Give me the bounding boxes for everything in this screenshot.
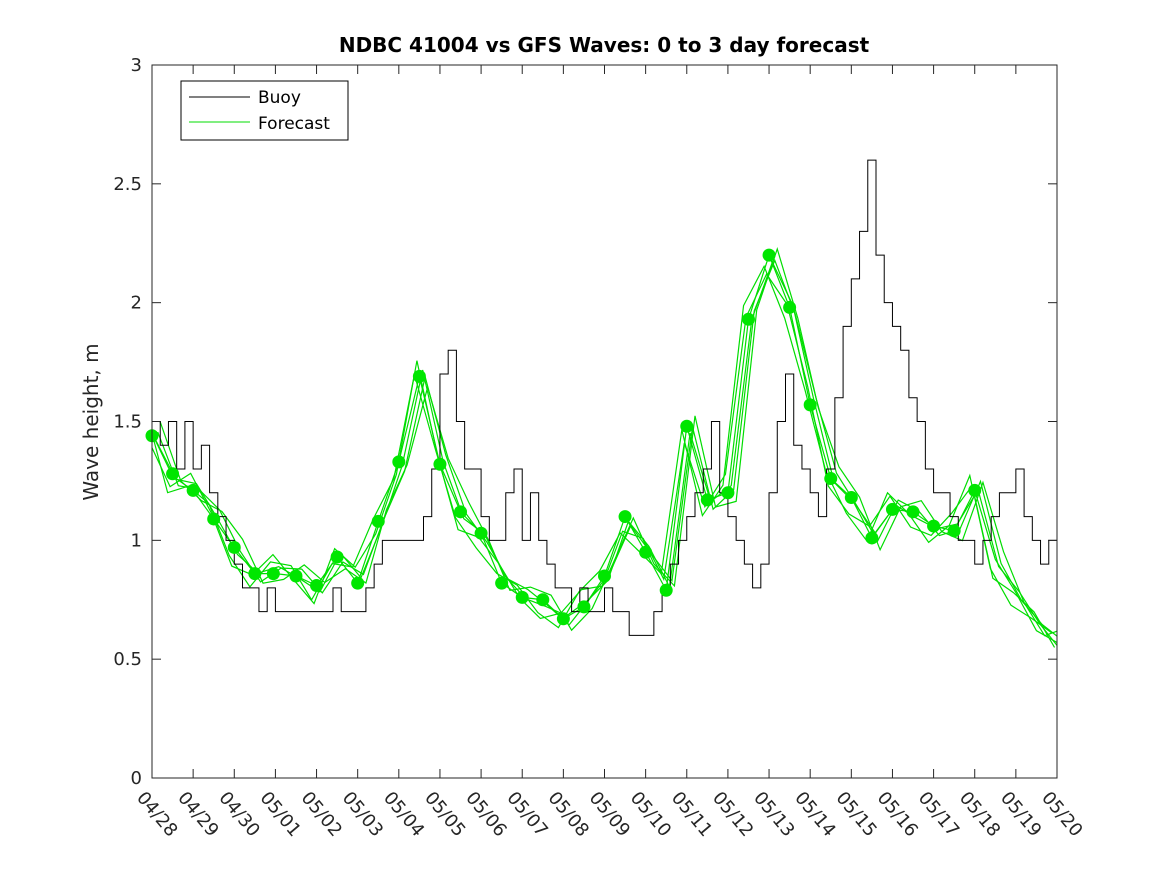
forecast-point	[947, 524, 961, 538]
buoy-line	[152, 159, 1057, 636]
forecast-point	[741, 312, 755, 326]
forecast-point	[310, 578, 324, 592]
forecast-point	[412, 369, 426, 383]
forecast-point	[556, 612, 570, 626]
forecast-point	[721, 486, 735, 500]
forecast-point	[454, 505, 468, 519]
forecast-point	[885, 502, 899, 516]
forecast-point	[289, 569, 303, 583]
chart-title: NDBC 41004 vs GFS Waves: 0 to 3 day fore…	[339, 33, 870, 57]
forecast-point	[618, 510, 632, 524]
forecast-point	[598, 569, 611, 583]
forecast-point	[433, 457, 447, 471]
y-tick-label: 1.5	[113, 412, 142, 433]
legend: Buoy Forecast	[180, 80, 349, 141]
y-tick-label: 2.5	[113, 174, 142, 195]
forecast-point	[927, 519, 941, 533]
forecast-point	[659, 583, 673, 597]
forecast-point	[844, 491, 858, 505]
forecast-point	[266, 567, 280, 581]
forecast-point	[186, 483, 200, 497]
legend-forecast-label: Forecast	[258, 114, 330, 134]
forecast-point	[700, 493, 714, 507]
forecast-point	[906, 505, 920, 519]
forecast-point	[865, 531, 879, 545]
y-tick-label: 3	[131, 55, 142, 76]
y-tick-label: 1	[131, 530, 142, 551]
legend-buoy-label: Buoy	[258, 88, 301, 108]
forecast-point	[371, 514, 385, 528]
forecast-point	[248, 567, 262, 581]
forecast-point	[762, 248, 776, 262]
forecast-point	[783, 300, 797, 314]
forecast-point	[227, 540, 241, 554]
forecast-point	[207, 512, 221, 526]
forecast-point	[577, 600, 591, 614]
forecast-point	[803, 398, 817, 412]
marker-layer	[145, 248, 982, 626]
forecast-point	[639, 545, 653, 559]
y-tick-label: 0.5	[113, 649, 142, 670]
legend-box	[180, 80, 349, 141]
forecast-point	[968, 483, 982, 497]
forecast-point	[166, 467, 180, 481]
forecast-point	[680, 419, 694, 433]
y-axis-label: Wave height, m	[79, 343, 103, 500]
forecast-point	[824, 472, 838, 486]
forecast-point	[351, 576, 365, 590]
y-tick-label: 2	[131, 293, 142, 314]
forecast-point	[392, 455, 406, 469]
forecast-line	[159, 246, 1058, 637]
y-tick-label: 0	[131, 768, 142, 789]
forecast-point	[536, 593, 550, 607]
forecast-point	[330, 550, 344, 564]
forecast-point	[474, 526, 488, 540]
forecast-point	[515, 590, 529, 604]
forecast-point	[495, 576, 509, 590]
